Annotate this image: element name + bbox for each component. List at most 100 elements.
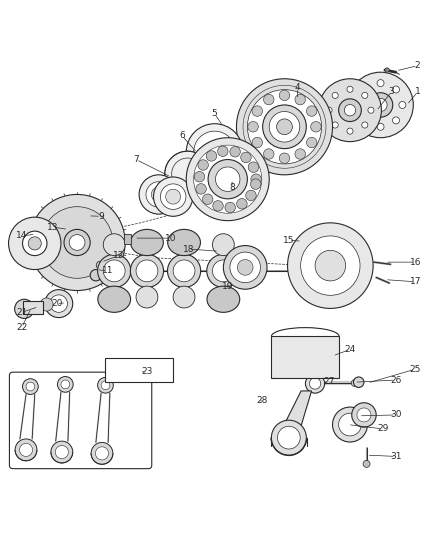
Text: 31: 31 — [390, 452, 402, 461]
Circle shape — [14, 299, 34, 318]
Circle shape — [246, 190, 256, 201]
Circle shape — [64, 229, 90, 256]
Text: 20: 20 — [51, 299, 62, 308]
Circle shape — [230, 252, 261, 282]
Circle shape — [237, 260, 253, 275]
Circle shape — [186, 124, 243, 181]
Circle shape — [295, 94, 305, 105]
Circle shape — [374, 99, 387, 111]
Circle shape — [339, 413, 361, 436]
Circle shape — [223, 246, 267, 289]
Text: 5: 5 — [212, 109, 218, 118]
Circle shape — [136, 286, 158, 308]
Circle shape — [151, 187, 166, 202]
Circle shape — [399, 101, 406, 108]
Circle shape — [248, 122, 258, 132]
Circle shape — [305, 374, 325, 393]
Circle shape — [385, 68, 389, 72]
Circle shape — [153, 177, 193, 216]
Circle shape — [279, 90, 290, 101]
Text: 13: 13 — [47, 223, 59, 232]
Text: 10: 10 — [165, 233, 177, 243]
Circle shape — [28, 237, 41, 250]
Circle shape — [347, 86, 353, 92]
Circle shape — [311, 122, 321, 132]
Circle shape — [167, 254, 201, 287]
Text: 26: 26 — [390, 376, 402, 384]
Circle shape — [307, 138, 317, 148]
Circle shape — [332, 407, 367, 442]
Circle shape — [98, 377, 113, 393]
Circle shape — [194, 131, 236, 173]
Circle shape — [237, 79, 332, 175]
Text: 4: 4 — [295, 83, 300, 92]
Circle shape — [356, 379, 362, 385]
Circle shape — [90, 270, 102, 281]
Text: 19: 19 — [222, 281, 233, 290]
Circle shape — [136, 260, 158, 282]
Circle shape — [307, 106, 317, 116]
Ellipse shape — [168, 229, 201, 256]
Ellipse shape — [131, 229, 163, 256]
Text: 21: 21 — [16, 308, 27, 317]
Bar — [272, 336, 339, 378]
Circle shape — [160, 184, 186, 209]
Circle shape — [218, 146, 228, 157]
Circle shape — [362, 86, 369, 93]
Circle shape — [45, 289, 73, 318]
Circle shape — [353, 377, 364, 387]
Circle shape — [377, 123, 384, 130]
Circle shape — [103, 234, 125, 256]
Circle shape — [339, 99, 361, 122]
Circle shape — [368, 93, 393, 117]
Circle shape — [22, 379, 38, 394]
Circle shape — [173, 260, 195, 282]
Circle shape — [55, 446, 68, 458]
Circle shape — [50, 295, 67, 312]
Circle shape — [207, 254, 240, 287]
Circle shape — [95, 447, 109, 460]
Circle shape — [351, 379, 358, 386]
Text: 8: 8 — [229, 183, 235, 192]
Circle shape — [362, 122, 368, 128]
Text: 28: 28 — [256, 397, 268, 406]
Circle shape — [139, 175, 178, 214]
Circle shape — [196, 184, 206, 194]
Circle shape — [315, 251, 346, 281]
Circle shape — [264, 94, 274, 105]
Text: 11: 11 — [102, 266, 113, 276]
Circle shape — [26, 382, 35, 391]
Circle shape — [194, 145, 262, 213]
Circle shape — [241, 152, 251, 163]
Circle shape — [204, 141, 226, 163]
Text: 6: 6 — [179, 131, 185, 140]
Circle shape — [251, 174, 261, 184]
Circle shape — [295, 149, 305, 159]
Circle shape — [131, 254, 163, 287]
Text: 17: 17 — [410, 277, 421, 286]
Text: 24: 24 — [344, 345, 356, 354]
Ellipse shape — [207, 286, 240, 312]
Circle shape — [248, 162, 259, 172]
Text: 9: 9 — [98, 212, 104, 221]
Circle shape — [355, 101, 362, 108]
Circle shape — [206, 151, 217, 161]
Circle shape — [194, 172, 205, 182]
Text: 1: 1 — [415, 87, 420, 96]
Circle shape — [332, 122, 338, 128]
Circle shape — [368, 107, 374, 113]
Circle shape — [363, 461, 370, 467]
Circle shape — [344, 104, 356, 116]
Bar — [124, 234, 131, 244]
Text: 14: 14 — [16, 231, 27, 240]
Circle shape — [347, 128, 353, 134]
Circle shape — [19, 443, 32, 456]
Circle shape — [165, 151, 210, 197]
Text: 16: 16 — [410, 257, 421, 266]
Circle shape — [101, 381, 110, 390]
Circle shape — [247, 90, 321, 164]
Text: 23: 23 — [141, 367, 153, 376]
Circle shape — [277, 119, 292, 135]
Circle shape — [279, 153, 290, 164]
Circle shape — [61, 380, 70, 389]
